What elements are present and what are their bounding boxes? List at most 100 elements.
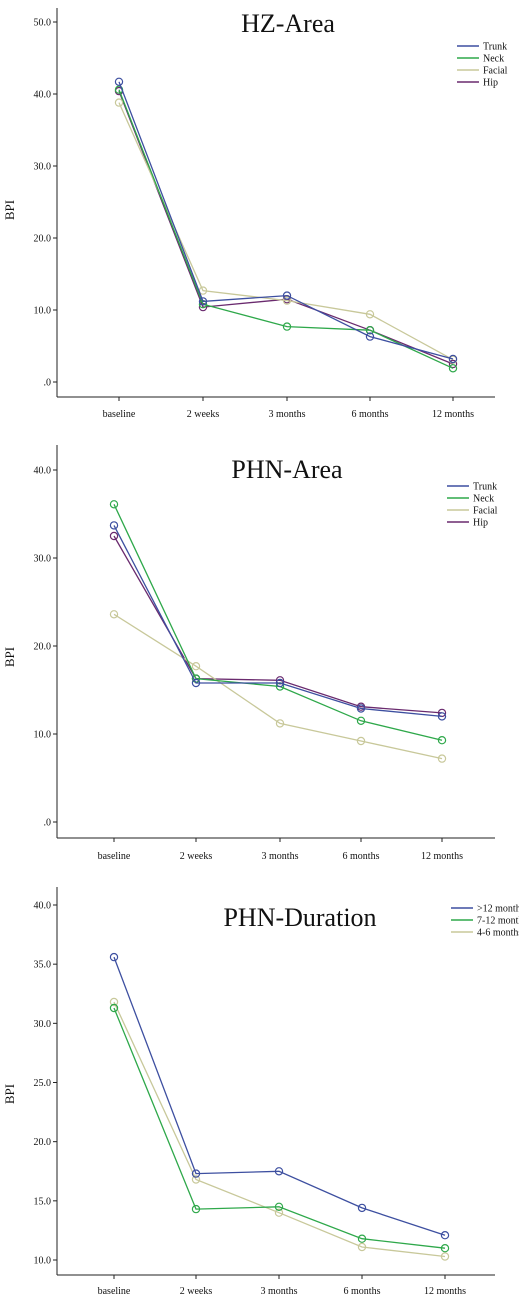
x-tick-label: 12 months: [424, 1286, 466, 1297]
y-tick-label: 20.0: [34, 234, 52, 245]
y-tick-label: 40.0: [34, 466, 52, 477]
series-line-3: [113, 613, 443, 760]
data-point: [191, 1169, 201, 1178]
data-point: [440, 1243, 450, 1253]
data-point: [437, 754, 447, 763]
chart-2: PHN-Area BPI .0 10.0 20.0 30.0 40.0 baseline 2 w…: [2, 445, 498, 862]
legend-label: Neck: [473, 494, 494, 505]
y-tick-label: 25.0: [34, 1078, 52, 1089]
data-point: [437, 736, 447, 745]
data-point: [274, 1202, 284, 1212]
legend-label: Facial: [473, 506, 498, 517]
y-tick-label: 30.0: [34, 554, 52, 565]
data-point: [357, 1203, 367, 1213]
data-point: [191, 1175, 201, 1184]
data-point: [274, 1167, 284, 1176]
data-point: [282, 291, 292, 300]
data-point: [109, 952, 119, 962]
x-tick-label: 2 weeks: [187, 409, 220, 420]
x-tick-label: 6 months: [343, 851, 380, 862]
legend-label: Facial: [483, 66, 508, 77]
y-tick-label: 20.0: [34, 642, 52, 653]
data-point: [114, 98, 124, 107]
data-point: [109, 997, 119, 1007]
data-point: [109, 500, 119, 509]
y-tick-label: 50.0: [34, 18, 52, 29]
chart-title: HZ-Area: [241, 9, 335, 38]
series-line-1: [113, 956, 446, 1236]
x-tick-label: baseline: [103, 409, 136, 420]
data-point: [114, 77, 124, 87]
data-point: [365, 310, 375, 319]
data-point: [282, 296, 292, 305]
y-tick-label: 30.0: [34, 162, 52, 173]
y-tick-label: 40.0: [34, 901, 52, 912]
data-point: [440, 1230, 450, 1240]
data-point: [448, 354, 458, 364]
data-point: [198, 297, 208, 306]
data-point: [109, 531, 119, 541]
y-tick-label: 15.0: [34, 1196, 52, 1207]
x-tick-label: baseline: [98, 1286, 131, 1297]
y-tick-label: 10.0: [34, 306, 52, 317]
x-tick-label: 3 months: [262, 851, 299, 862]
data-point: [437, 708, 447, 718]
y-axis-label: BPI: [2, 200, 17, 220]
x-tick-label: 3 months: [269, 409, 306, 420]
data-point: [282, 322, 292, 331]
x-tick-label: 6 months: [352, 409, 389, 420]
y-tick-label: .0: [44, 818, 52, 829]
data-point: [109, 521, 119, 530]
data-point: [109, 610, 119, 619]
series-line-1: [118, 81, 454, 360]
y-tick-label: 35.0: [34, 960, 52, 971]
data-point: [448, 364, 458, 373]
data-point: [365, 326, 375, 335]
x-tick-label: 12 months: [432, 409, 474, 420]
y-tick-label: 10.0: [34, 730, 52, 741]
y-axis-label: BPI: [2, 1084, 17, 1104]
data-point: [440, 1252, 450, 1261]
x-tick-label: 12 months: [421, 851, 463, 862]
data-point: [356, 736, 366, 746]
legend-label: Hip: [473, 518, 488, 529]
data-point: [357, 1234, 367, 1243]
chart-title: PHN-Area: [231, 455, 343, 484]
chart-1: HZ-Area BPI .0 10.0 20.0 30.0 40.0 50.0 baseline…: [2, 8, 508, 420]
legend-label: Hip: [483, 78, 498, 89]
series-line-1: [113, 525, 443, 718]
legend-label: >12 months: [477, 904, 519, 915]
data-point: [191, 1204, 201, 1214]
data-point: [274, 1208, 284, 1217]
legend: >12 months7-12 months4-6 months: [451, 904, 519, 939]
y-tick-label: 20.0: [34, 1137, 52, 1148]
data-point: [365, 332, 375, 341]
y-tick-label: .0: [44, 378, 52, 389]
data-point: [275, 678, 285, 688]
data-point: [356, 704, 366, 713]
x-tick-label: 2 weeks: [180, 1286, 213, 1297]
series-line-2: [113, 1007, 446, 1249]
legend-label: 7-12 months: [477, 916, 519, 927]
legend-label: Trunk: [473, 482, 497, 493]
y-axis-label: BPI: [2, 647, 17, 667]
data-point: [191, 662, 201, 671]
x-tick-label: 3 months: [261, 1286, 298, 1297]
y-tick-label: 40.0: [34, 90, 52, 101]
series-line-3: [118, 102, 454, 361]
legend-label: 4-6 months: [477, 928, 519, 939]
x-tick-label: 6 months: [344, 1286, 381, 1297]
x-tick-label: baseline: [98, 851, 131, 862]
data-point: [437, 712, 447, 721]
data-point: [191, 678, 201, 688]
y-tick-label: 10.0: [34, 1256, 52, 1267]
y-tick-label: 30.0: [34, 1019, 52, 1030]
data-point: [109, 1003, 119, 1013]
series-line-3: [113, 1001, 446, 1258]
data-point: [357, 1242, 367, 1252]
data-point: [275, 676, 285, 685]
chart-3: PHN-Duration BPI 10.0 15.0 20.0 25.0 30.0 35.0 4…: [2, 887, 519, 1297]
